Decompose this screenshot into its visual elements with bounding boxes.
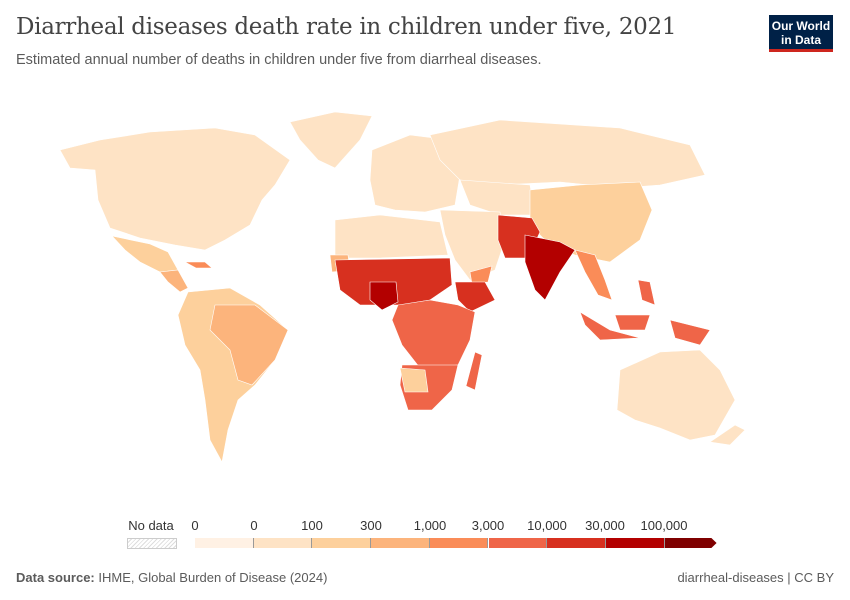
region-myanmar-sea[interactable]	[574, 249, 613, 301]
chart-title: Diarrheal diseases death rate in childre…	[16, 14, 677, 40]
region-nigeria[interactable]	[369, 281, 399, 311]
legend-label: 1,000	[413, 518, 447, 533]
region-philippines[interactable]	[637, 279, 656, 306]
world-map[interactable]	[0, 100, 850, 480]
region-central-east-africa[interactable]	[391, 299, 476, 369]
region-indonesia[interactable]	[579, 311, 711, 346]
legend-bin[interactable]	[253, 538, 313, 548]
legend-bin[interactable]	[605, 538, 665, 548]
chart-slug-license[interactable]: diarrheal-diseases | CC BY	[677, 570, 834, 585]
legend-no-data-swatch[interactable]	[127, 538, 177, 549]
legend-label: 100,000	[640, 518, 688, 533]
region-greenland[interactable]	[289, 111, 373, 169]
region-brazil[interactable]	[209, 304, 289, 386]
data-source: Data source: IHME, Global Burden of Dise…	[16, 570, 327, 585]
legend-bin[interactable]	[547, 538, 606, 548]
legend-bin[interactable]	[371, 538, 430, 548]
region-new-zealand[interactable]	[709, 424, 746, 446]
legend-label: 0	[191, 518, 199, 533]
chart-subtitle: Estimated annual number of deaths in chi…	[16, 52, 542, 68]
map-legend: No data 0 0 100 300 1,000 3,000 10,000 3…	[0, 515, 850, 555]
legend-bin[interactable]	[429, 538, 489, 548]
legend-label: 0	[250, 518, 258, 533]
region-ethiopia[interactable]	[454, 281, 496, 313]
region-madagascar[interactable]	[465, 351, 483, 391]
region-north-america[interactable]	[59, 127, 291, 251]
region-central-america[interactable]	[159, 269, 189, 293]
legend-bin[interactable]	[195, 538, 254, 548]
legend-label: 300	[360, 518, 382, 533]
source-text[interactable]: IHME, Global Burden of Disease (2024)	[98, 570, 328, 585]
legend-label: 3,000	[471, 518, 505, 533]
legend-label: 30,000	[585, 518, 625, 533]
region-russia[interactable]	[429, 119, 706, 189]
legend-label: 10,000	[527, 518, 567, 533]
region-australia[interactable]	[616, 349, 736, 441]
source-label: Data source:	[16, 570, 95, 585]
region-botswana-namibia[interactable]	[399, 367, 429, 393]
legend-bin[interactable]	[312, 538, 372, 548]
region-india[interactable]	[524, 234, 576, 301]
owid-logo[interactable]: Our World in Data	[769, 15, 833, 52]
legend-no-data-label: No data	[128, 518, 174, 533]
legend-bin[interactable]	[664, 538, 717, 548]
region-caribbean[interactable]	[184, 261, 213, 269]
region-north-africa[interactable]	[334, 214, 449, 259]
legend-bin[interactable]	[488, 538, 548, 548]
region-yemen[interactable]	[469, 265, 493, 285]
legend-label: 100	[301, 518, 323, 533]
region-central-asia[interactable]	[459, 179, 536, 216]
